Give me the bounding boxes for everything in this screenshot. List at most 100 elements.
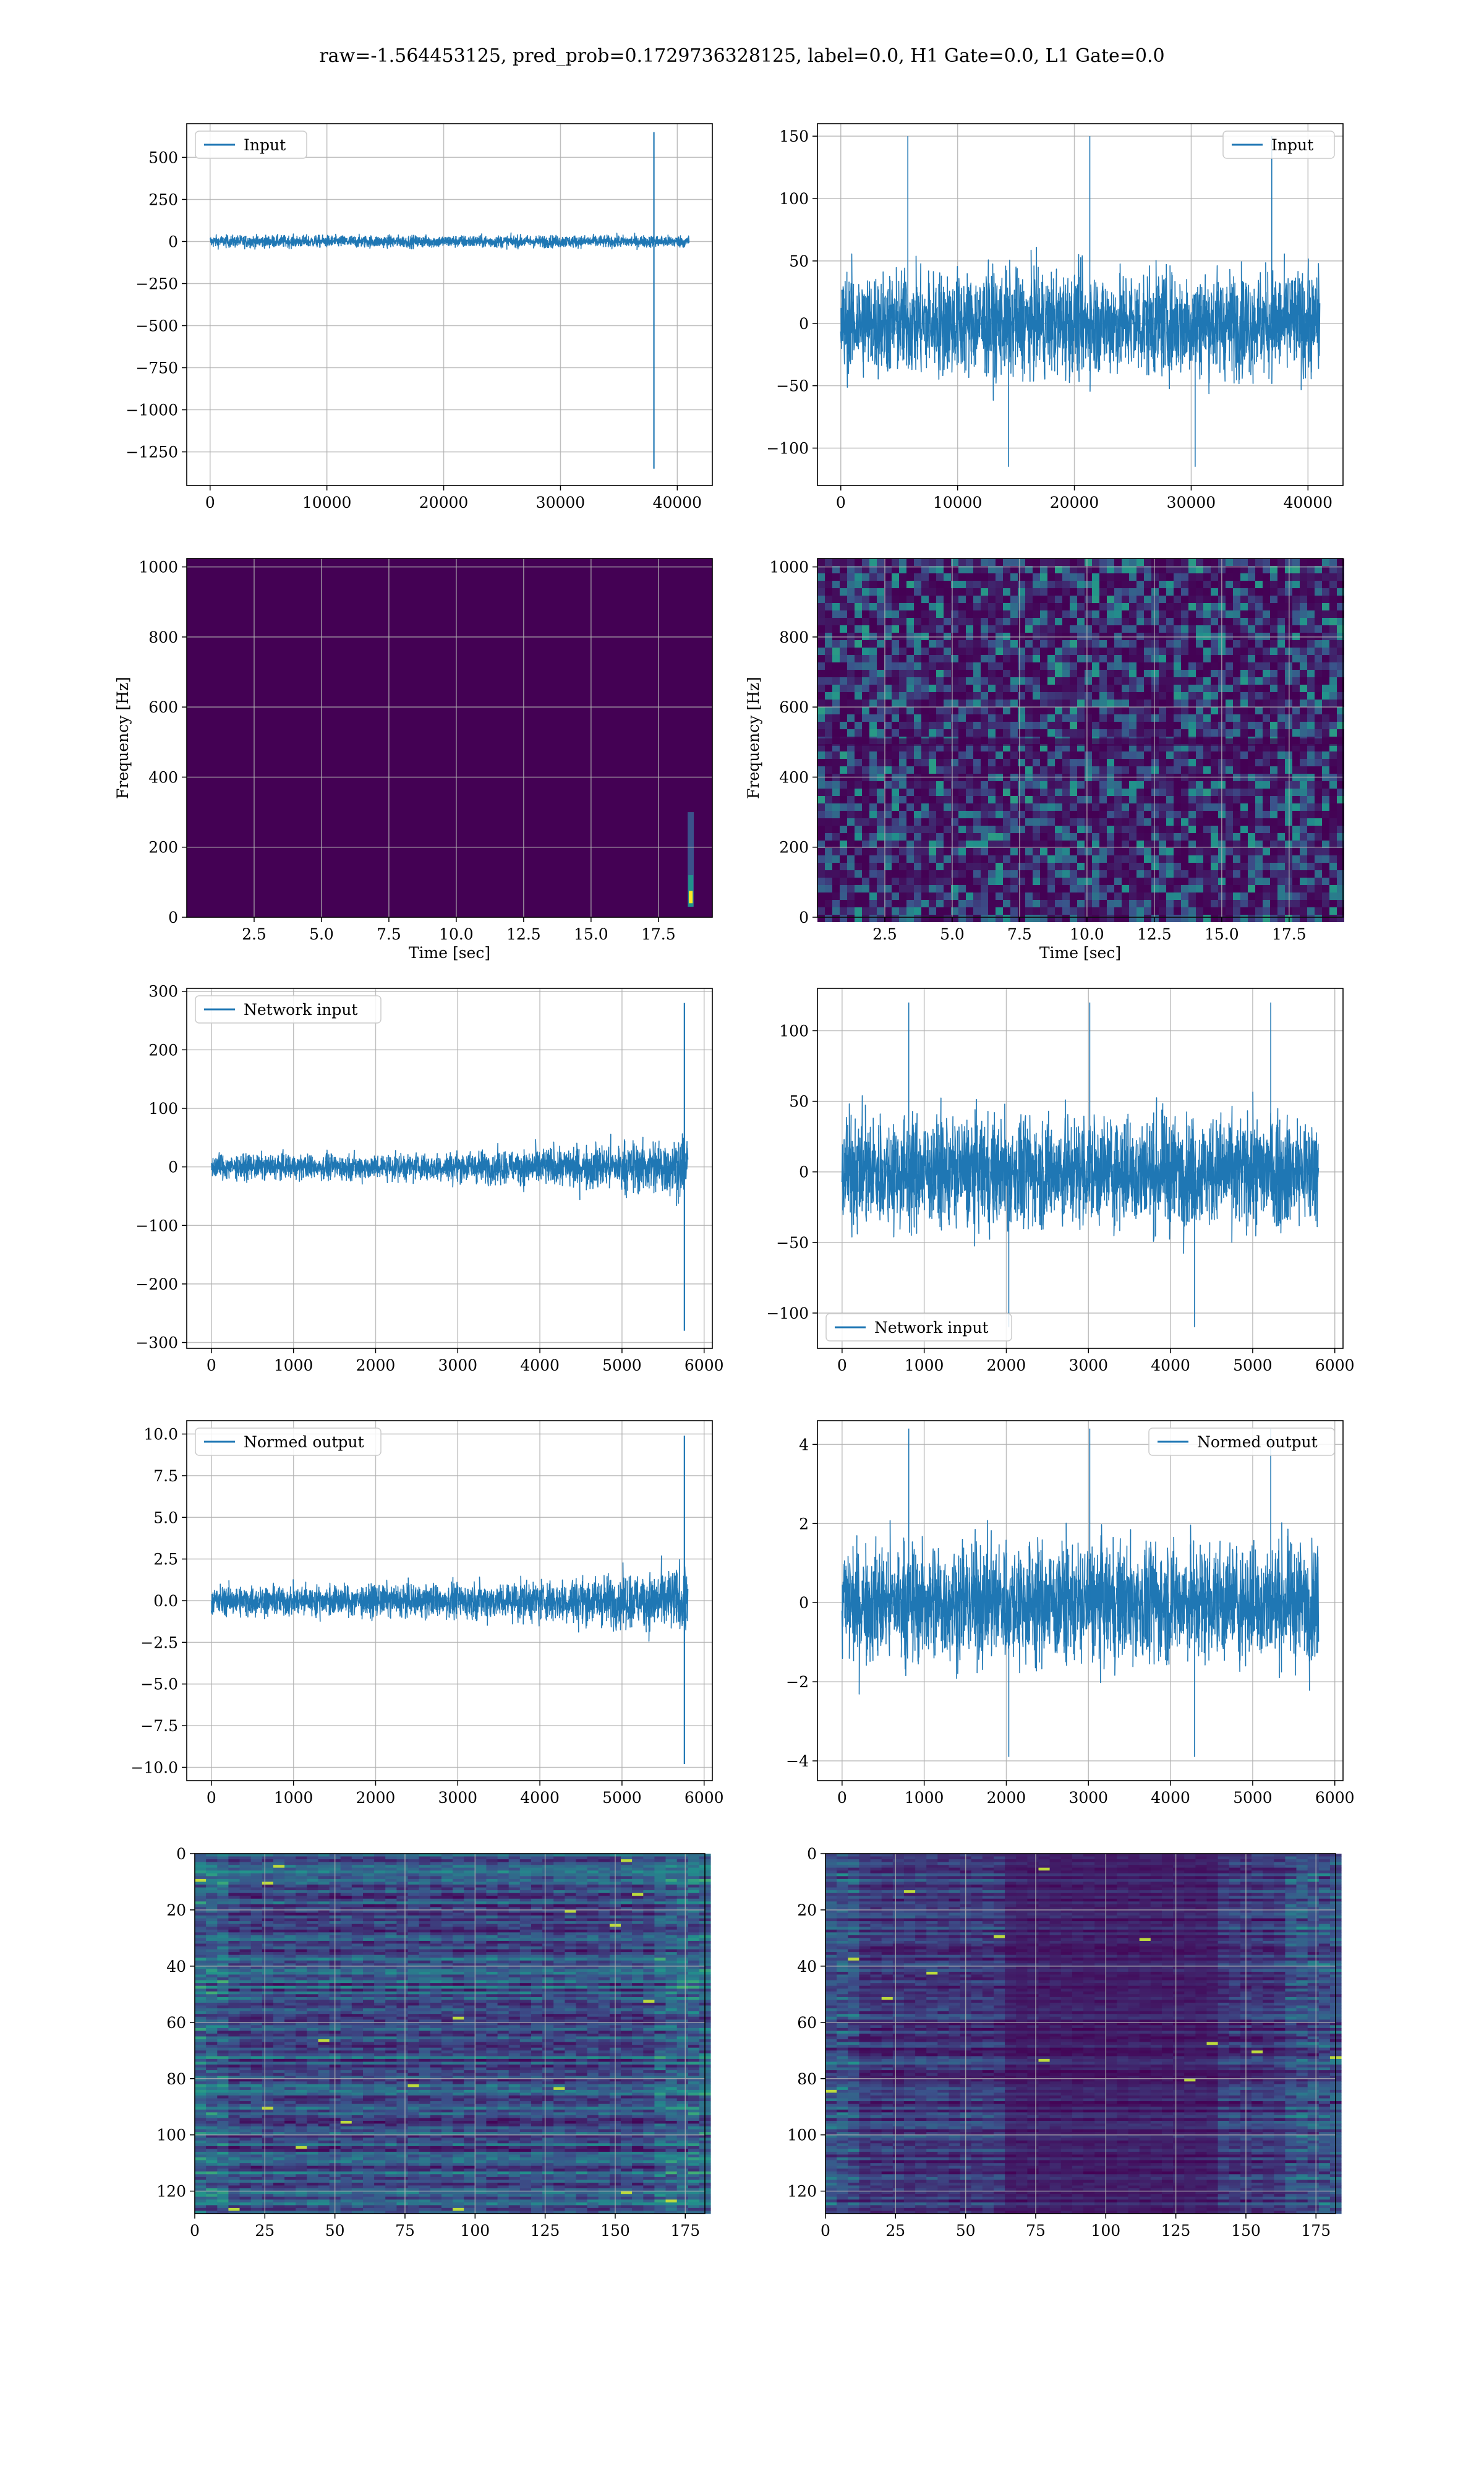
spectrogram-cell [1315,848,1322,855]
spectrogram-cell [914,789,921,796]
spectrogram-cell [1047,915,1055,922]
matrix-cell [217,1878,229,1882]
spectrogram-cell [929,915,936,922]
spectrogram-cell [1292,685,1300,692]
spectrogram-cell [1070,863,1077,870]
spectrogram-cell [1010,744,1018,751]
matrix-cell [296,1915,307,1919]
spectrogram-cell [1174,892,1181,900]
matrix-cell [239,1856,252,1860]
legend-label: Normed output [244,1433,364,1451]
spectrogram-cell [951,559,958,566]
spectrogram-cell [1315,588,1322,596]
spectrogram-cell [996,677,1003,685]
spectrogram-cell [1211,640,1218,648]
spectrogram-cell [936,811,944,818]
series-line [209,232,690,250]
spectrogram-cell [1151,662,1159,670]
spectrogram-cell [1270,714,1277,722]
spectrogram-cell [1188,885,1196,892]
spectrogram-cell [1070,900,1077,907]
matrix-cell [475,1859,487,1863]
legend-box [195,131,307,159]
matrix-cell [565,1887,577,1891]
spectrogram-cell [899,803,906,811]
spectrogram-cell [1144,885,1151,892]
spectrogram-cell [951,722,958,729]
spectrogram-cell [1315,907,1322,915]
spectrogram-cell [1092,559,1099,566]
spectrogram-cell [944,796,951,803]
matrix-cell [475,1918,487,1922]
matrix-cell [296,1878,307,1882]
spectrogram-cell [1292,559,1300,566]
spectrogram-cell [832,766,840,774]
spectrogram-cell [825,915,832,922]
matrix-cell [565,1885,577,1888]
spectrogram-cell [1092,744,1099,751]
spectrogram-cell [884,870,892,878]
spectrogram-cell [1203,700,1211,707]
spectrogram-cell [1040,677,1047,685]
spectrogram-cell [1136,640,1144,648]
spectrogram-cell [1159,640,1166,648]
spectrogram-cell [869,811,877,818]
spectrogram-cell [1292,848,1300,855]
spectrogram-cell [1307,722,1315,729]
matrix-cell [497,1909,510,1913]
spectrogram-cell [906,826,914,833]
spectrogram-cell [936,900,944,907]
spectrogram-cell [1047,863,1055,870]
spectrogram-cell [1025,892,1033,900]
matrix-cell [430,1904,442,1907]
matrix-cell [273,1881,285,1885]
spectrogram-cell [1300,751,1307,759]
matrix-cell [621,1878,633,1882]
spectrogram-cell [951,618,958,625]
matrix-cell [206,1870,218,1874]
spectrogram-cell [1070,722,1077,729]
spectrogram-cell [1174,610,1181,618]
spectrogram-cell [862,677,869,685]
spectrogram-cell [1188,685,1196,692]
spectrogram-cell [817,811,825,818]
x-tick-label: 2.5 [872,925,897,943]
spectrogram-cell [1003,714,1010,722]
x-tick-label: 3000 [1068,1789,1108,1807]
spectrogram-cell [884,759,892,766]
matrix-cell [441,1856,453,1860]
matrix-cell [531,1907,543,1911]
spectrogram-cell [817,662,825,670]
spectrogram-cell [1070,662,1077,670]
matrix-cell [665,1876,678,1880]
spectrogram-cell [1151,670,1159,677]
x-axis-label: Time [sec] [1039,944,1121,962]
spectrogram-cell [996,559,1003,566]
y-tick-label: 400 [148,768,178,786]
spectrogram-cell [1300,596,1307,603]
spectrogram-cell [951,596,958,603]
spectrogram-cell [936,603,944,610]
spectrogram-cell [1010,833,1018,841]
spectrogram-cell [1188,751,1196,759]
matrix-cell [553,1907,565,1911]
spectrogram-cell [1329,610,1337,618]
spectrogram-cell [1263,603,1270,610]
matrix-cell [676,1865,689,1868]
spectrogram-cell [1255,633,1263,640]
spectrogram-cell [1300,648,1307,655]
matrix-cell [284,1912,296,1916]
spectrogram-cell [1003,766,1010,774]
spectrogram-cell [1077,640,1085,648]
spectrogram-cell [1107,892,1114,900]
spectrogram-cell [973,833,981,841]
matrix-cell [464,1870,475,1874]
matrix-cell [497,1865,510,1868]
spectrogram-cell [899,781,906,789]
spectrogram-cell [1114,907,1122,915]
spectrogram-cell [840,892,847,900]
spectrogram-cell [1196,618,1203,625]
spectrogram-cell [825,848,832,855]
spectrogram-cell [1040,885,1047,892]
matrix-cell [217,1893,229,1896]
